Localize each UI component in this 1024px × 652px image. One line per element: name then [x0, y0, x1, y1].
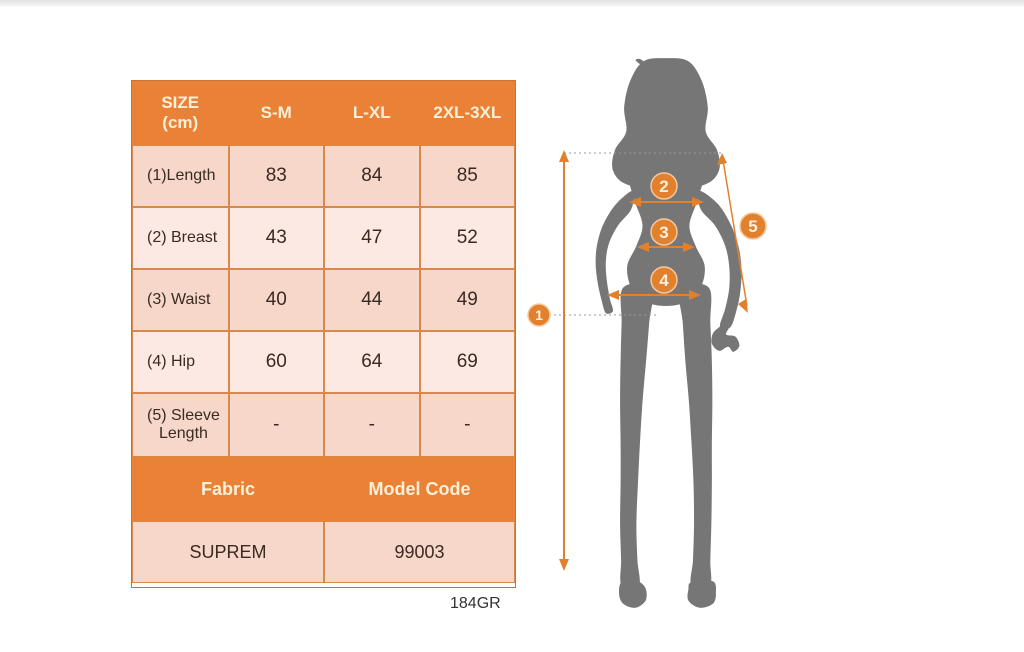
svg-text:4: 4 — [659, 271, 669, 290]
svg-text:3: 3 — [659, 223, 668, 242]
svg-text:1: 1 — [535, 307, 543, 323]
svg-text:2: 2 — [659, 177, 668, 196]
svg-text:5: 5 — [748, 217, 757, 236]
